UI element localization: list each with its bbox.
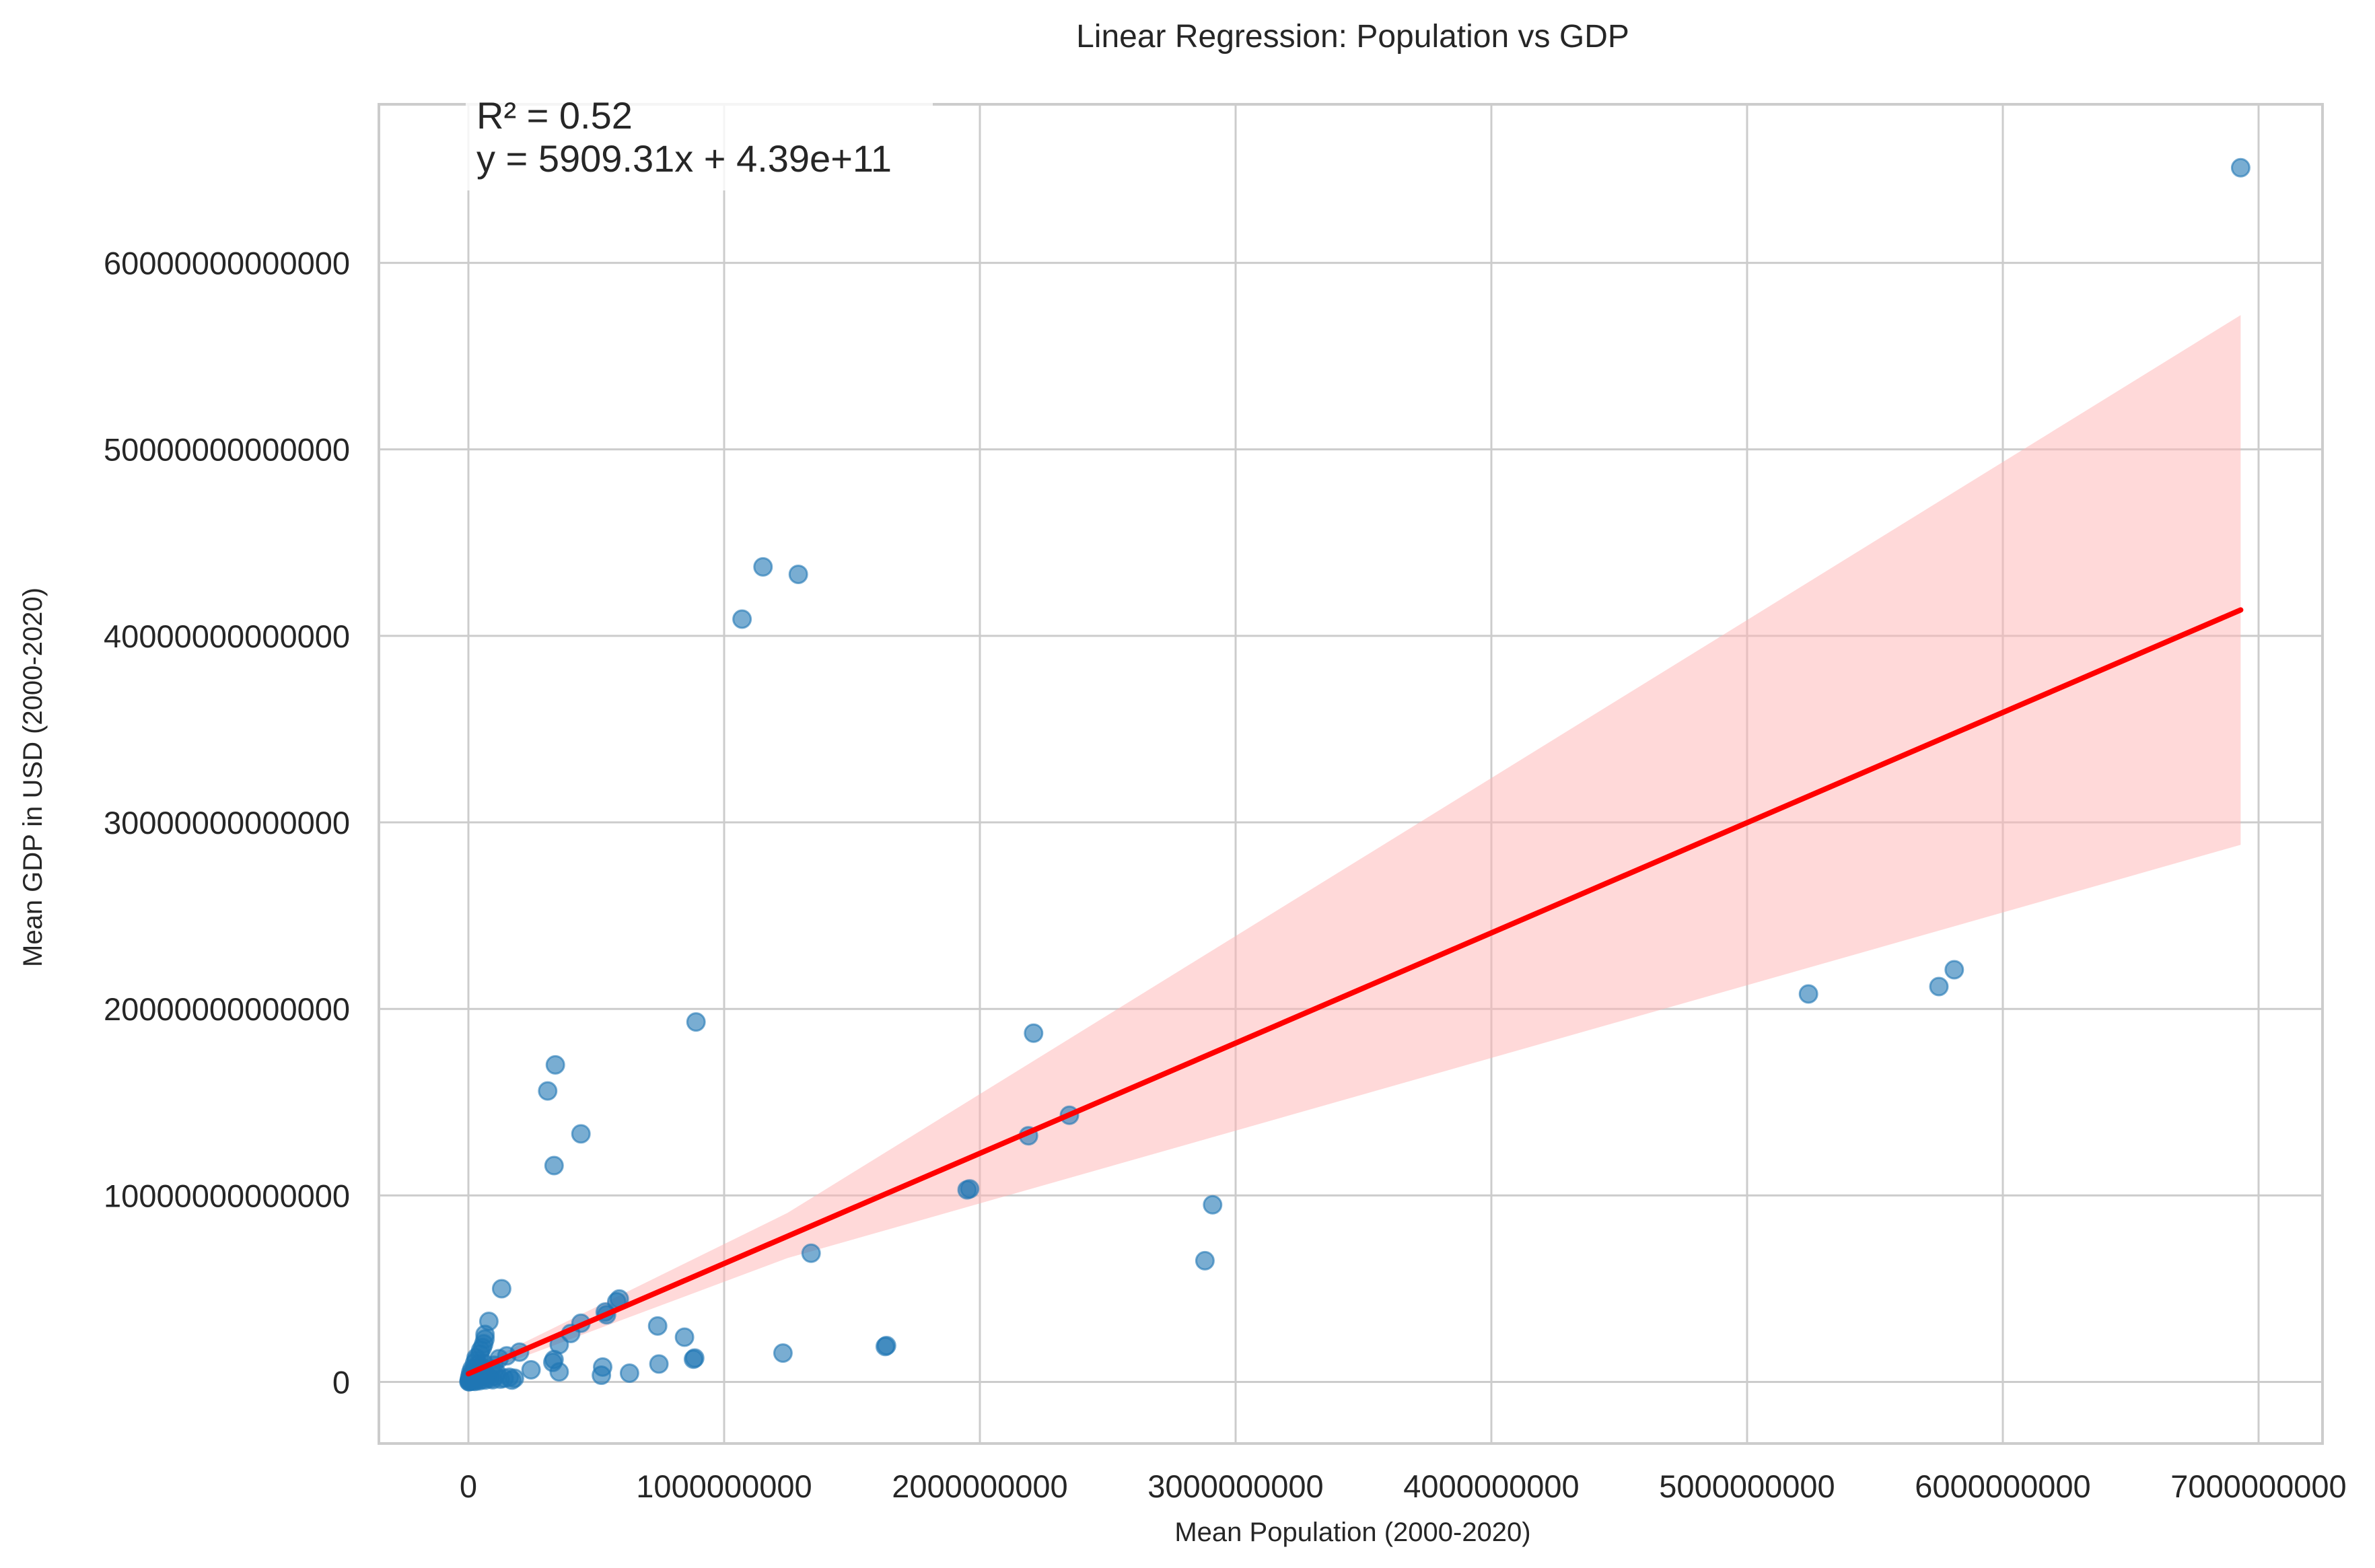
- plot-frame: [378, 103, 2324, 1445]
- data-point: [549, 1362, 569, 1382]
- data-point: [801, 1243, 821, 1263]
- data-point: [1929, 976, 1949, 997]
- data-point: [1798, 984, 1818, 1004]
- data-point: [2230, 157, 2250, 178]
- data-point: [592, 1365, 612, 1386]
- data-point: [472, 1337, 493, 1357]
- data-point: [647, 1316, 668, 1336]
- data-point: [649, 1354, 669, 1374]
- x-tick-label: 3000000000: [1147, 1468, 1323, 1504]
- data-point: [491, 1279, 511, 1299]
- data-point: [502, 1370, 522, 1390]
- data-point: [773, 1343, 793, 1363]
- data-point: [753, 557, 773, 577]
- x-tick-label: 7000000000: [2170, 1468, 2346, 1504]
- data-point: [875, 1337, 895, 1357]
- confidence-band: [468, 315, 2241, 1378]
- x-tick-label: 5000000000: [1659, 1468, 1835, 1504]
- data-point: [788, 564, 808, 584]
- x-tick-labels: 0 1000000000 2000000000 3000000000 400000000…: [460, 1468, 2347, 1504]
- data-point: [1203, 1195, 1223, 1215]
- x-tick-label: 0: [460, 1468, 477, 1504]
- regression-line-layer: [466, 607, 2244, 1377]
- confidence-band-layer: [468, 315, 2241, 1378]
- y-tick-label: 50000000000000: [104, 432, 350, 468]
- regression-line: [466, 607, 2244, 1377]
- y-tick-label: 10000000000000: [104, 1178, 350, 1213]
- data-point: [960, 1179, 980, 1199]
- data-point: [1024, 1023, 1044, 1043]
- x-tick-label: 4000000000: [1403, 1468, 1579, 1504]
- y-tick-label: 20000000000000: [104, 991, 350, 1027]
- data-point: [538, 1081, 558, 1101]
- chart-title: Linear Regression: Population vs GDP: [1076, 19, 1629, 55]
- data-point: [1195, 1250, 1215, 1271]
- data-point: [732, 609, 752, 629]
- r2-annotation: R² = 0.52: [476, 94, 633, 137]
- annotation-background: [466, 103, 933, 190]
- data-point: [521, 1360, 541, 1380]
- data-point: [544, 1155, 564, 1176]
- data-point: [674, 1327, 695, 1347]
- y-tick-label: 60000000000000: [104, 246, 350, 281]
- data-point: [619, 1363, 639, 1384]
- x-tick-label: 1000000000: [636, 1468, 812, 1504]
- x-tick-label: 2000000000: [892, 1468, 1067, 1504]
- data-point: [683, 1349, 703, 1369]
- annotation-box: R² = 0.52 y = 5909.31x + 4.39e+11: [466, 94, 933, 190]
- y-tick-label: 0: [332, 1365, 350, 1400]
- equation-annotation: y = 5909.31x + 4.39e+11: [476, 137, 892, 180]
- data-point: [571, 1124, 591, 1144]
- data-point: [686, 1012, 706, 1032]
- y-tick-label: 40000000000000: [104, 618, 350, 654]
- x-tick-label: 6000000000: [1915, 1468, 2090, 1504]
- y-tick-labels: 0 10000000000000 20000000000000 30000000000…: [104, 246, 350, 1400]
- data-point: [469, 1371, 489, 1391]
- x-axis-label: Mean Population (2000-2020): [1174, 1518, 1530, 1547]
- y-axis-label: Mean GDP in USD (2000-2020): [18, 587, 48, 967]
- y-tick-label: 30000000000000: [104, 805, 350, 841]
- data-point: [545, 1055, 565, 1075]
- data-point: [1944, 960, 1964, 980]
